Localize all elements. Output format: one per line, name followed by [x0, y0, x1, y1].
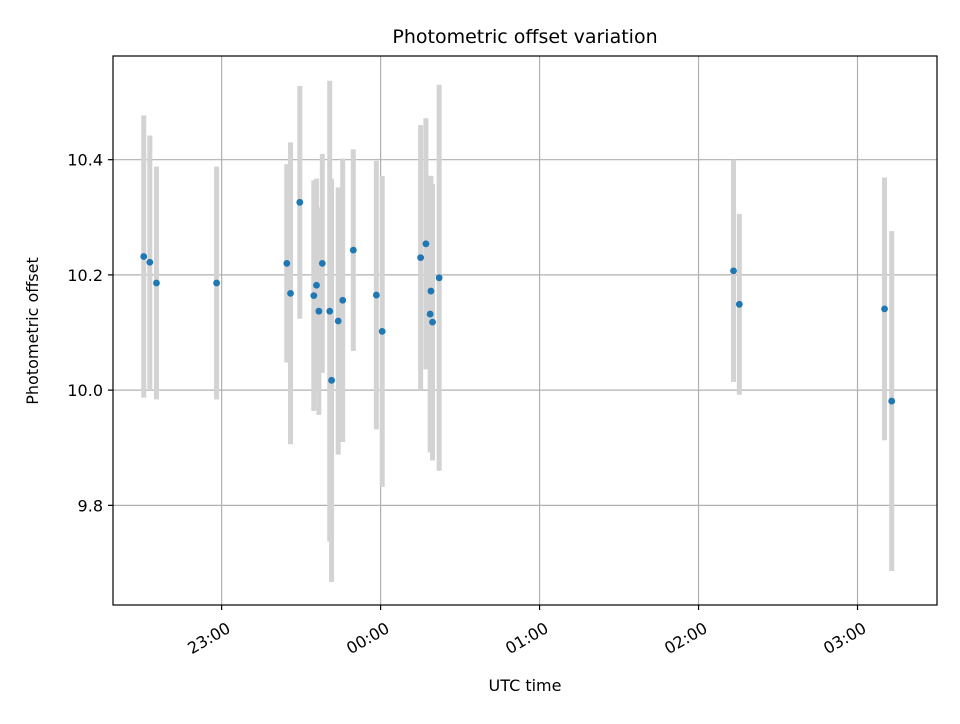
y-tick-label: 9.8: [78, 496, 103, 515]
data-point: [313, 281, 320, 289]
data-point: [318, 259, 326, 267]
data-point: [372, 291, 380, 299]
data-point: [287, 289, 294, 297]
data-point: [283, 259, 291, 267]
data-point: [427, 287, 435, 295]
chart-title: Photometric offset variation: [392, 26, 657, 48]
data-point: [326, 307, 334, 315]
point-layer: [140, 198, 896, 405]
data-point: [435, 274, 443, 282]
data-point: [422, 240, 430, 248]
data-point: [334, 317, 342, 325]
data-point: [339, 296, 347, 304]
plot-frame: [112, 55, 938, 606]
data-point: [426, 310, 434, 318]
y-tick-label: 10.0: [67, 381, 103, 400]
data-point: [730, 267, 737, 275]
data-point: [378, 327, 386, 335]
data-point: [429, 318, 436, 326]
data-point: [888, 397, 896, 405]
data-point: [881, 305, 888, 313]
data-point: [213, 279, 220, 287]
y-axis-title: Photometric offset: [23, 257, 42, 405]
data-point: [310, 292, 318, 300]
x-axis-title: UTC time: [489, 676, 562, 695]
data-point: [328, 376, 335, 384]
y-tick-label: 10.2: [67, 266, 103, 285]
data-point: [315, 307, 323, 315]
data-point: [296, 198, 304, 206]
data-point: [146, 258, 154, 266]
data-point: [140, 253, 148, 260]
data-point: [735, 300, 743, 308]
data-point: [349, 246, 357, 254]
plot-area: [113, 56, 937, 605]
data-point: [153, 279, 160, 287]
y-tick-label: 10.4: [67, 151, 103, 170]
data-point: [417, 254, 425, 262]
